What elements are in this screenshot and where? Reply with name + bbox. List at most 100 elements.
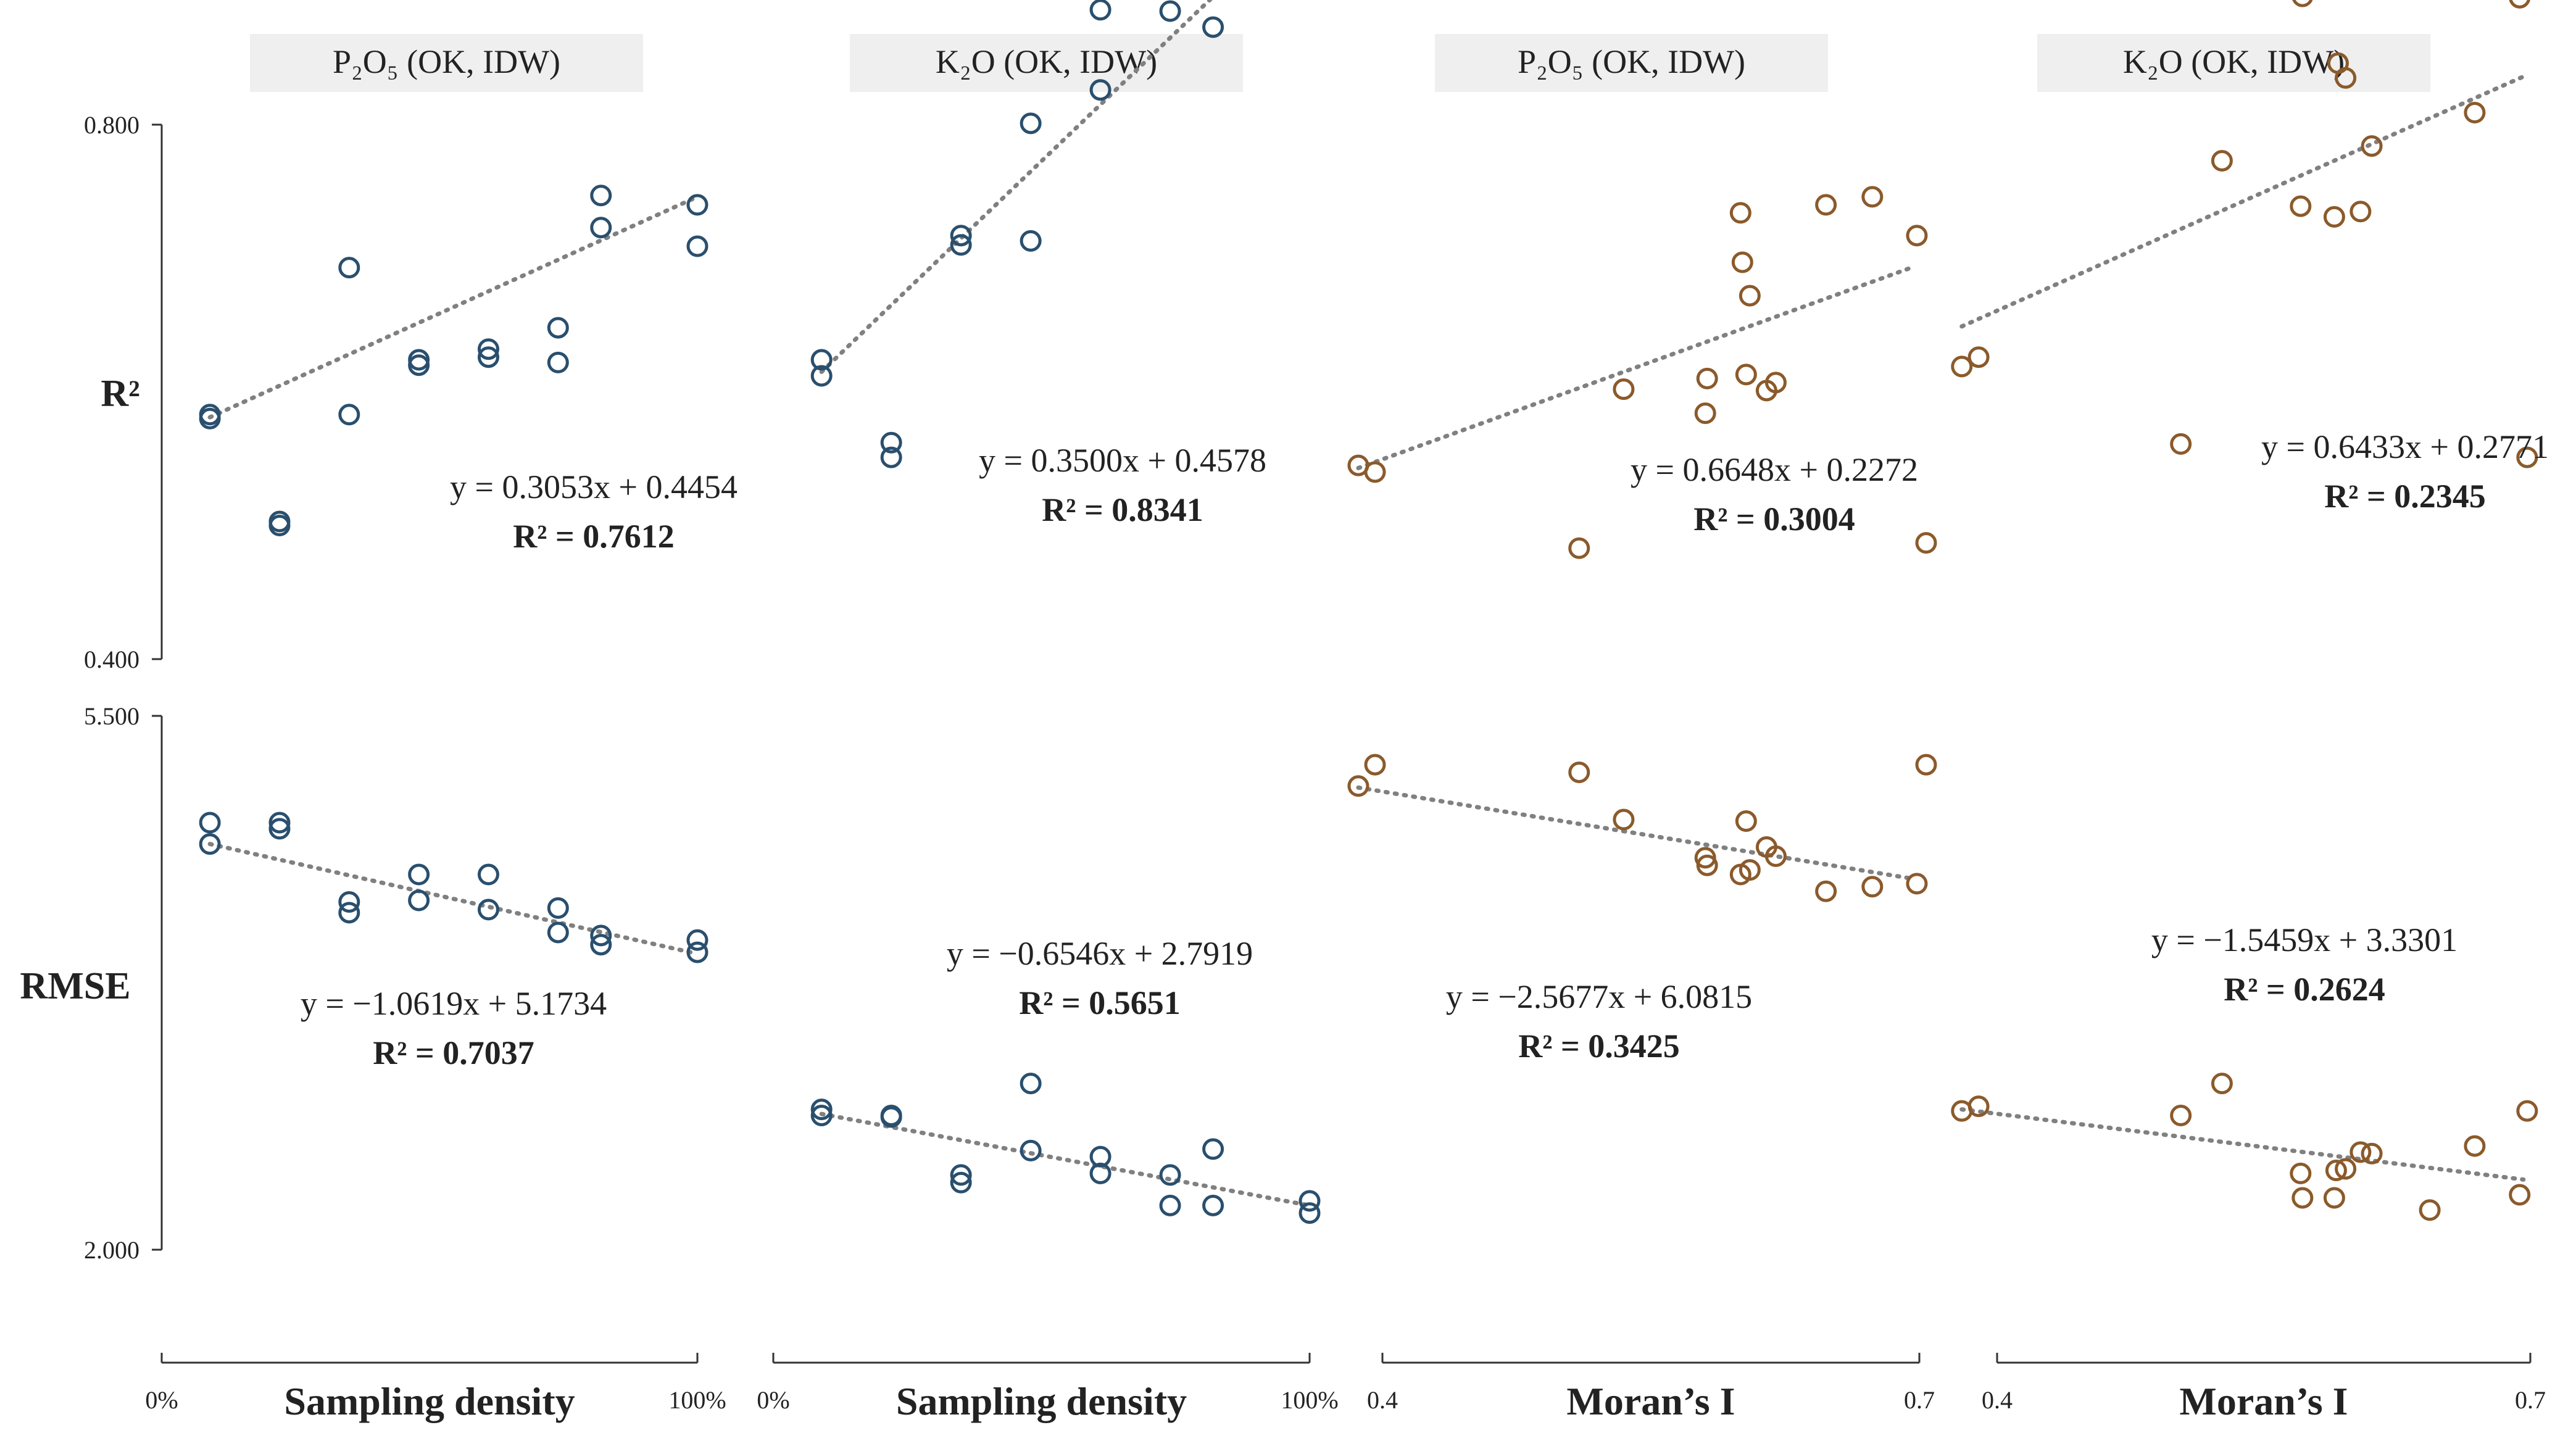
data-point (2323, 1187, 2345, 1209)
data-point (268, 818, 291, 840)
trendline (819, 0, 1213, 375)
data-point (2419, 1199, 2441, 1221)
data-point (2350, 201, 2372, 223)
data-point (2170, 433, 2192, 455)
data-point (1731, 251, 1753, 273)
r2-panel: y = 0.6433x + 0.2771 R² = 0.2345 (1951, 0, 2549, 515)
data-point (547, 921, 569, 944)
data-point (590, 924, 612, 947)
data-point (2323, 206, 2345, 228)
data-point (408, 863, 430, 886)
trendline (207, 194, 700, 420)
panel-header-title: P₂O₅ (OK, IDW) (1518, 43, 1745, 80)
data-point (810, 1099, 833, 1121)
data-point (1020, 112, 1042, 135)
data-point (1364, 461, 1386, 483)
panel-column-2: K₂O (OK, IDW) 0% 100% Sampling density y = 0… (757, 0, 1339, 1423)
trendline (207, 842, 700, 957)
data-point (477, 338, 499, 360)
x-axis-title: Moran’s I (1566, 1379, 1735, 1423)
data-point (2509, 0, 2530, 9)
data-point (2211, 149, 2233, 172)
r-squared-value: R² = 0.2345 (2324, 478, 2485, 515)
data-point (1202, 16, 1224, 38)
x-tick-label-min: 0.4 (1982, 1386, 2013, 1414)
data-point (547, 897, 569, 919)
r-squared-value: R² = 0.8341 (1042, 491, 1203, 528)
data-point (810, 1105, 833, 1127)
r-squared-value: R² = 0.5651 (1019, 984, 1180, 1021)
r2-row-label: R² (101, 373, 139, 415)
data-point (2211, 1073, 2233, 1095)
data-point (686, 941, 708, 963)
data-point (1739, 859, 1761, 881)
r2-panel: y = 0.3053x + 0.4454 R² = 0.7612 (199, 185, 737, 555)
data-point (1298, 1190, 1321, 1212)
r-squared-value: R² = 0.7037 (373, 1034, 534, 1071)
data-point (1159, 0, 1181, 22)
r2-panel: y = 0.6648x + 0.2272 R² = 0.3004 (1347, 186, 1937, 559)
data-point (1906, 225, 1928, 247)
rmse-panel: y = −1.0619x + 5.1734 R² = 0.7037 (199, 812, 708, 1071)
data-point (547, 351, 569, 373)
trendline (1959, 1107, 2526, 1182)
data-point (1159, 1164, 1181, 1186)
regression-equation: y = −1.5459x + 3.3301 (2151, 921, 2458, 958)
data-point (1613, 808, 1635, 831)
data-point (1159, 1194, 1181, 1216)
data-point (477, 899, 499, 921)
r2-panel: y = 0.3500x + 0.4578 R² = 0.8341 (810, 0, 1266, 528)
rmse-row-label: RMSE (20, 965, 130, 1007)
panel-header-bg (850, 34, 1243, 92)
data-point (1568, 537, 1590, 559)
regression-equation: y = −2.5677x + 6.0815 (1446, 978, 1752, 1015)
scatter-panels: P₂O₅ (OK, IDW) 0% 100% Sampling density y = … (145, 0, 2549, 1423)
data-point (547, 317, 569, 339)
trendline (819, 1111, 1312, 1208)
regression-equation: y = 0.6433x + 0.2771 (2261, 428, 2549, 465)
data-point (268, 515, 291, 536)
data-point (590, 217, 612, 239)
data-point (2516, 446, 2538, 468)
data-point (1915, 532, 1937, 554)
data-point (2335, 67, 2357, 89)
panel-header-title: K₂O (OK, IDW) (2123, 43, 2345, 80)
data-point (2291, 1187, 2314, 1209)
rmse-panel: y = −1.5459x + 3.3301 R² = 0.2624 (1951, 921, 2538, 1221)
data-point (686, 235, 708, 257)
data-point (1298, 1202, 1321, 1224)
data-point (1089, 1162, 1111, 1184)
regression-equation: y = 0.6648x + 0.2272 (1631, 451, 1918, 488)
x-tick-label-max: 100% (1281, 1386, 1338, 1414)
panel-column-1: P₂O₅ (OK, IDW) 0% 100% Sampling density y = … (145, 34, 737, 1423)
data-point (1915, 754, 1937, 776)
data-point (1764, 845, 1787, 867)
data-point (2361, 135, 2383, 157)
panel-header-title: K₂O (OK, IDW) (936, 43, 1157, 80)
data-point (2464, 102, 2486, 124)
data-point (338, 404, 360, 426)
data-point (2292, 0, 2313, 7)
regression-equation: y = −1.0619x + 5.1734 (301, 985, 607, 1022)
data-point (408, 354, 430, 376)
r-squared-value: R² = 0.3425 (1518, 1028, 1679, 1065)
data-point (950, 1171, 972, 1194)
rmse-y-max-label: 5.500 (84, 702, 139, 730)
trendline (1959, 74, 2526, 329)
data-point (1613, 378, 1635, 401)
data-point (1729, 202, 1751, 224)
panel-header-title: P₂O₅ (OK, IDW) (333, 43, 560, 80)
data-point (199, 407, 221, 430)
data-point (810, 349, 833, 371)
data-point (1735, 363, 1757, 386)
x-tick-label-max: 0.7 (2515, 1386, 2546, 1414)
panel-header-bg (2037, 34, 2430, 92)
data-point (1696, 854, 1718, 876)
data-point (686, 929, 708, 951)
data-point (2361, 1142, 2383, 1165)
regression-equation: y = 0.3500x + 0.4578 (979, 442, 1266, 479)
data-point (1764, 372, 1787, 394)
data-point (880, 431, 902, 454)
data-point (686, 194, 708, 216)
data-point (810, 365, 833, 387)
